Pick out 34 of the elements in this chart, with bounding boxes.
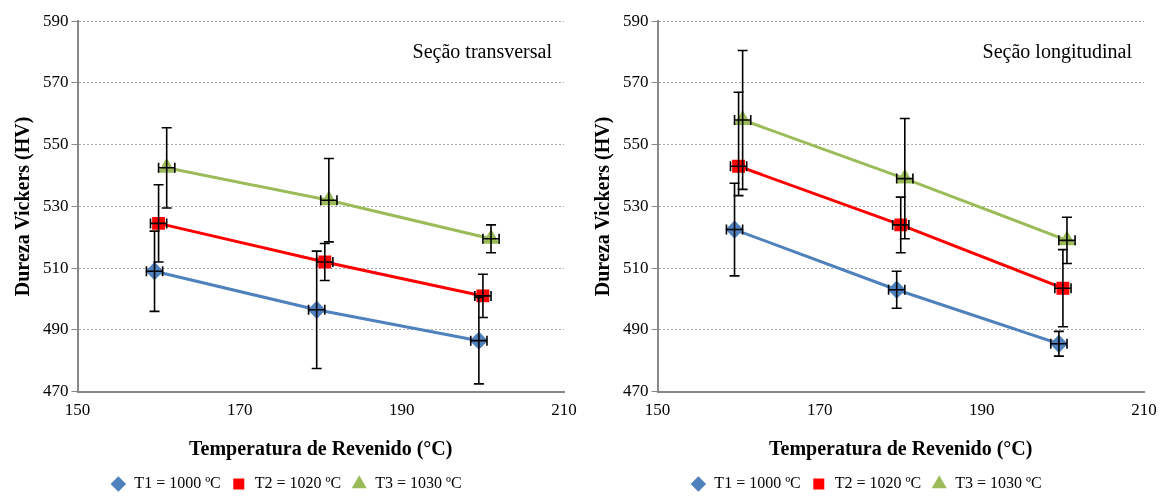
y-axis-title: Dureza Vickers (HV) [591, 116, 615, 297]
legend-label: T1 = 1000 ºC [134, 474, 221, 492]
y-tick-label: 570 [43, 72, 69, 92]
annotation: Seção transversal [412, 40, 553, 64]
legend-label: T2 = 1020 ºC [834, 474, 922, 492]
x-axis-title: Temperatura de Revenido (°C) [189, 437, 453, 461]
y-tick-label: 590 [623, 10, 649, 30]
y-tick-label: 530 [623, 195, 649, 215]
y-tick-label: 510 [43, 257, 69, 277]
y-tick-label: 530 [43, 195, 69, 215]
y-tick-label: 590 [43, 10, 69, 30]
x-axis-title: Temperatura de Revenido (°C) [769, 437, 1033, 461]
y-tick-label: 470 [623, 381, 649, 401]
y-tick-label: 570 [623, 72, 649, 92]
x-tick-label: 190 [389, 400, 415, 420]
x-tick-label: 210 [551, 400, 577, 420]
x-tick-label: 170 [806, 400, 833, 420]
legend-label: T2 = 1020 ºC [254, 474, 342, 492]
legend-label: T3 = 1030 ºC [375, 474, 462, 492]
y-axis-title: Dureza Vickers (HV) [11, 116, 35, 297]
legend-label: T1 = 1000 ºC [714, 474, 801, 492]
x-tick-label: 150 [64, 400, 91, 420]
x-tick-label: 190 [969, 400, 995, 420]
y-tick-label: 470 [43, 381, 69, 401]
y-tick-label: 550 [43, 134, 69, 154]
x-tick-label: 170 [226, 400, 253, 420]
y-tick-label: 490 [43, 319, 69, 339]
legend-label: T3 = 1030 ºC [955, 474, 1042, 492]
y-tick-label: 510 [623, 257, 649, 277]
y-tick-label: 490 [623, 319, 649, 339]
x-tick-label: 210 [1131, 400, 1157, 420]
annotation: Seção longitudinal [982, 40, 1133, 64]
y-tick-label: 550 [623, 134, 649, 154]
x-tick-label: 150 [644, 400, 671, 420]
